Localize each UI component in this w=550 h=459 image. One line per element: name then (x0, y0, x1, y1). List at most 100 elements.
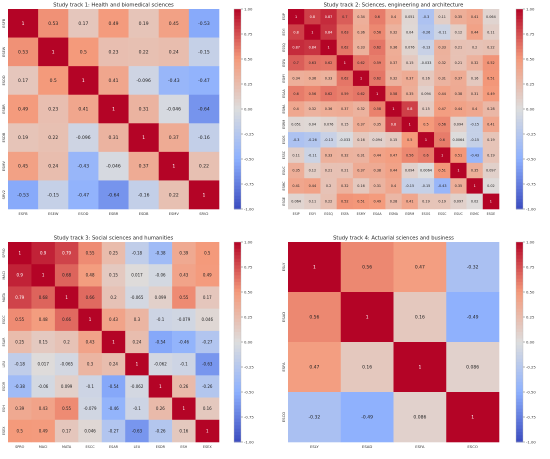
colorbar-segment (234, 159, 241, 163)
x-tick-label: ESCC (86, 445, 96, 449)
colorbar-segment (234, 155, 241, 160)
cell-value-label: 1 (425, 138, 427, 142)
heatmap-cell (128, 66, 160, 96)
colorbar-segment (516, 35, 523, 40)
cell-value-label: -0.096 (76, 135, 91, 141)
colorbar-segment (234, 195, 241, 200)
heatmap-cell (8, 375, 32, 398)
heatmap-cell (148, 353, 173, 376)
heatmap-cell (288, 392, 342, 443)
heatmap-cell (188, 66, 220, 96)
heatmap-cell (352, 162, 370, 179)
x-tick-label: ESYI (309, 212, 316, 216)
colorbar-segment (516, 278, 523, 283)
colorbar-segment (234, 245, 241, 250)
heatmap-cell (336, 55, 354, 71)
cell-value-label: 0.24 (48, 164, 58, 170)
heatmap-cell (417, 101, 435, 117)
cell-value-label: 0.37 (139, 164, 149, 170)
colorbar-segment (234, 372, 241, 376)
cell-value-label: -0.13 (422, 46, 431, 50)
cell-value-label: -0.15 (470, 138, 479, 142)
heatmap-cell (288, 193, 305, 210)
colorbar-segment (234, 375, 241, 380)
cell-value-label: -0.49 (467, 315, 479, 321)
cell-value-label: 0.31 (357, 153, 365, 157)
colorbar-segment (516, 195, 523, 200)
y-tick-label: ESUC (282, 165, 286, 174)
heatmap-cell (466, 116, 484, 133)
colorbar-segment (516, 328, 523, 333)
cell-value-label: 1 (159, 384, 162, 389)
colorbar-segment (234, 145, 241, 150)
cell-value-label: 0.55 (15, 317, 24, 322)
heatmap-cell (401, 116, 419, 133)
heatmap-cell (172, 330, 196, 354)
heatmap-cell (148, 242, 173, 265)
cell-value-label: 0.32 (309, 107, 317, 111)
heatmap-cell (148, 308, 173, 332)
colorbar-tick-label: -1.00 (526, 206, 536, 211)
cell-value-label: 0.24 (169, 49, 179, 55)
heatmap-cell (336, 193, 354, 210)
cell-value-label: 0.4 (472, 107, 477, 111)
heatmap-cell (466, 132, 484, 148)
x-tick-label: ESOS (422, 212, 431, 216)
cell-value-label: 0.59 (373, 61, 381, 65)
colorbar-segment (516, 119, 523, 123)
colorbar-segment (234, 62, 241, 67)
cell-value-label: 0.49 (373, 199, 381, 203)
heatmap-cell (195, 308, 220, 332)
heatmap-cell (450, 101, 467, 117)
cell-value-label: 0.35 (455, 184, 463, 188)
heatmap-cell (320, 24, 337, 41)
colorbar-segment (234, 132, 241, 137)
colorbar-segment (516, 55, 523, 60)
colorbar-segment (234, 422, 241, 426)
heatmap-cell (401, 70, 419, 87)
heatmap-cell (369, 116, 386, 133)
colorbar-segment (234, 52, 241, 57)
heatmap-panel-4: Study track 4: Actuarial sciences and bu… (281, 236, 536, 450)
cell-value-label: 0.099 (61, 384, 73, 389)
cell-value-label: 0.22 (487, 46, 495, 50)
colorbar-segment (234, 92, 241, 97)
heatmap-cell (38, 123, 69, 153)
heatmap-cell (78, 264, 103, 287)
cell-value-label: 0.87 (292, 46, 300, 50)
y-tick-label: ESCO (281, 412, 286, 422)
heatmap-cell (434, 101, 451, 117)
colorbar-segment (516, 62, 523, 67)
x-tick-label: ESGE (487, 212, 496, 216)
heatmap-cell (38, 9, 69, 38)
cell-value-label: 0.15 (109, 273, 118, 278)
heatmap-cell (446, 292, 500, 343)
cell-value-label: 0.25 (15, 339, 24, 344)
cell-value-label: 0.68 (62, 273, 71, 278)
cell-value-label: 1 (366, 315, 369, 321)
colorbar-segment (234, 248, 241, 253)
colorbar-segment (516, 129, 523, 133)
cell-value-label: 0.36 (390, 46, 398, 50)
heatmap-cell (417, 178, 435, 194)
heatmap-cell (434, 39, 451, 56)
cell-value-label: 0.15 (422, 107, 430, 111)
colorbar-segment (234, 258, 241, 263)
heatmap-cell (54, 308, 79, 332)
cell-value-label: 0.19 (487, 153, 495, 157)
cell-value-label: -0.062 (130, 384, 143, 389)
colorbar-tick-label: 0.50 (244, 289, 253, 294)
x-tick-label: ESFB (19, 212, 29, 216)
heatmap-cell (304, 162, 321, 179)
cell-value-label: 1 (441, 153, 443, 157)
heatmap-cell (385, 132, 402, 148)
colorbar-segment (234, 345, 241, 350)
x-tick-label: ESFA (341, 212, 350, 216)
colorbar-segment (234, 59, 241, 63)
colorbar-segment (234, 25, 241, 30)
heatmap-cell (195, 264, 220, 287)
cell-value-label: -0.16 (198, 135, 210, 141)
cell-value-label: 0.19 (487, 138, 495, 142)
heatmap-cell (466, 24, 484, 41)
heatmap-cell (385, 55, 402, 71)
